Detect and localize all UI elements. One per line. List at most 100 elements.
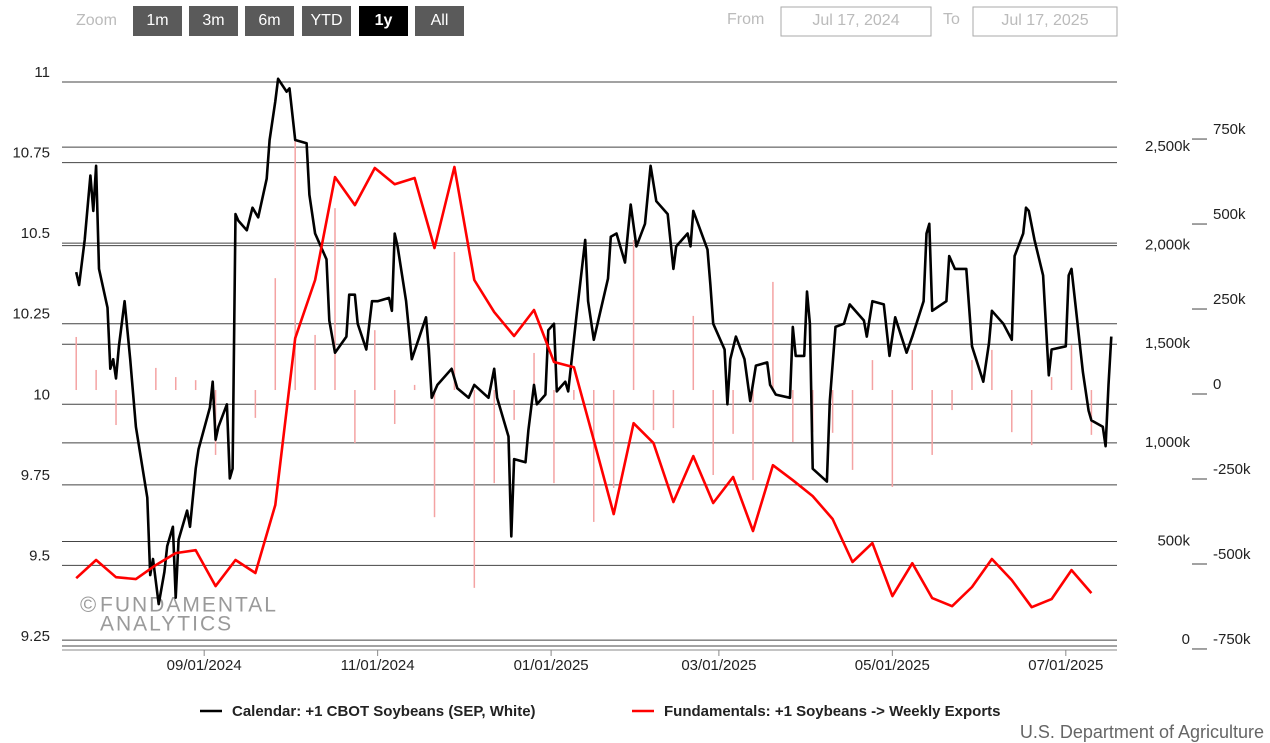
bar <box>334 208 336 391</box>
bar <box>891 390 894 487</box>
y3-tick-label: -500k <box>1213 546 1251 563</box>
bar <box>851 390 854 470</box>
bar <box>971 360 973 391</box>
x-tick-label: 11/01/2024 <box>341 657 415 674</box>
y-tick-label: 10 <box>33 386 50 403</box>
watermark-line: ANALYTICS <box>100 613 233 636</box>
y2-tick-label: 1,000k <box>1145 434 1191 451</box>
zoom-button-label[interactable]: 6m <box>258 12 280 29</box>
y3-tick-label: -750k <box>1213 631 1251 648</box>
zoom-button[interactable] <box>302 6 351 36</box>
bar <box>632 240 635 391</box>
bar <box>553 390 555 484</box>
y3-tick-label: 250k <box>1213 291 1246 308</box>
to-input[interactable] <box>972 6 1118 37</box>
to-label: To <box>943 11 960 28</box>
zoom-button-label[interactable]: 1y <box>375 12 393 29</box>
bar <box>1030 390 1033 446</box>
bars <box>75 140 1093 588</box>
zoom-button[interactable] <box>133 6 182 36</box>
bar <box>374 330 376 391</box>
zoom-button[interactable] <box>359 6 408 36</box>
bar <box>254 390 257 418</box>
bar <box>354 390 356 444</box>
y-tick-label: 10.75 <box>12 145 50 162</box>
bar <box>911 349 914 391</box>
bar <box>493 390 495 484</box>
bar <box>314 334 316 391</box>
series-line <box>74 77 1113 606</box>
x-tick-label: 05/01/2025 <box>855 657 930 674</box>
bar <box>1090 390 1093 435</box>
y-tick-label: 10.25 <box>12 306 50 323</box>
from-input[interactable] <box>780 6 932 37</box>
bar <box>772 281 774 391</box>
y-tick-label: 9.5 <box>29 547 50 564</box>
bar <box>194 380 197 391</box>
bar <box>533 352 535 391</box>
bar <box>652 390 655 431</box>
bar <box>155 367 157 391</box>
bar <box>612 390 615 488</box>
bar <box>991 349 993 391</box>
zoom-label: Zoom <box>76 12 117 29</box>
y-tick-label: 9.25 <box>21 628 50 645</box>
watermark-line: FUNDAMENTAL <box>100 594 278 617</box>
bar <box>453 251 456 391</box>
bar <box>1070 345 1073 391</box>
y2-tick-label: 1,500k <box>1145 335 1191 352</box>
bar <box>752 390 754 481</box>
y3-tick-label: 0 <box>1213 376 1221 393</box>
zoom-button-label[interactable]: YTD <box>311 12 343 29</box>
bar <box>473 390 476 588</box>
zoom-button[interactable] <box>245 6 294 36</box>
x-tick-label: 01/01/2025 <box>514 657 589 674</box>
zoom-button-label[interactable]: 3m <box>202 12 224 29</box>
bar <box>1011 390 1013 433</box>
zoom-button[interactable] <box>189 6 238 36</box>
grid <box>62 81 1117 647</box>
legend-label: Calendar: +1 CBOT Soybeans (SEP, White) <box>232 703 536 720</box>
zoom-button-label[interactable]: 1m <box>146 12 168 29</box>
bar <box>393 390 396 425</box>
watermark-symbol: © <box>80 592 96 617</box>
y-tick-label: 9.75 <box>21 467 50 484</box>
to-date[interactable]: Jul 17, 2025 <box>1001 12 1088 29</box>
x-tick-label: 03/01/2025 <box>681 657 756 674</box>
from-date[interactable]: Jul 17, 2024 <box>812 12 899 29</box>
lines <box>74 77 1113 609</box>
bar <box>573 390 575 400</box>
bar <box>115 390 117 426</box>
y2-tick-label: 2,500k <box>1145 138 1191 155</box>
bar <box>433 390 436 518</box>
series-line <box>75 165 1093 609</box>
y2-tick-label: 2,000k <box>1145 237 1191 254</box>
zoom-button-label[interactable]: All <box>431 12 449 29</box>
y2-tick-label: 500k <box>1157 532 1190 549</box>
bar <box>513 390 515 420</box>
y-tick-label: 10.5 <box>21 225 50 242</box>
y3-tick-label: 750k <box>1213 121 1246 138</box>
source: U.S. Department of Agriculture <box>1020 722 1264 742</box>
bar <box>413 384 416 391</box>
x-tick-label: 07/01/2025 <box>1028 657 1103 674</box>
y2-tick-label: 0 <box>1182 631 1190 648</box>
bar <box>931 390 933 455</box>
bar <box>692 315 695 391</box>
bar <box>95 369 97 391</box>
zoom-button[interactable] <box>415 6 464 36</box>
y3-tick-label: 500k <box>1213 206 1246 223</box>
x-tick-label: 09/01/2024 <box>167 657 242 674</box>
bar <box>593 390 595 522</box>
y-tick-label: 11 <box>34 64 50 81</box>
bar <box>174 377 177 391</box>
bar <box>712 390 714 475</box>
bar <box>75 336 77 391</box>
from-label: From <box>727 11 764 28</box>
bar <box>294 140 296 391</box>
bar <box>732 390 734 434</box>
bar <box>951 390 953 411</box>
y3-tick-label: -250k <box>1213 461 1251 478</box>
